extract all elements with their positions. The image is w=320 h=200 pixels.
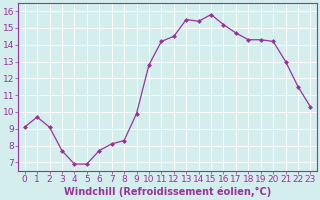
X-axis label: Windchill (Refroidissement éolien,°C): Windchill (Refroidissement éolien,°C) [64,187,271,197]
